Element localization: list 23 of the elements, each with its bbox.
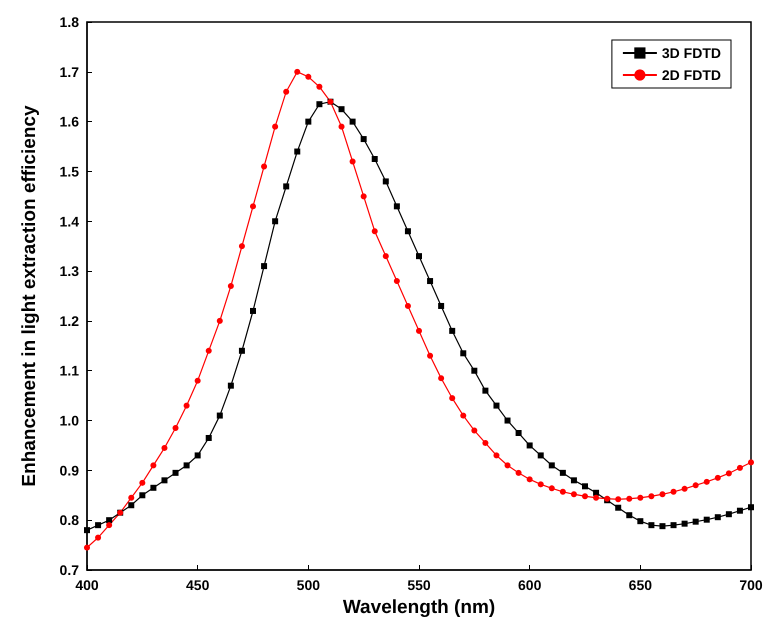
legend-label: 2D FDTD: [662, 67, 722, 83]
y-tick-label: 1.8: [60, 14, 80, 30]
y-tick-label: 0.9: [60, 462, 80, 478]
x-tick-label: 700: [739, 577, 763, 593]
y-tick-label: 1.1: [60, 362, 80, 379]
x-tick-label: 600: [518, 577, 542, 593]
y-tick-label: 1.0: [60, 412, 80, 429]
x-tick-label: 450: [186, 577, 210, 593]
x-tick-label: 400: [75, 577, 99, 593]
legend-label: 3D FDTD: [662, 45, 722, 61]
x-tick-label: 650: [628, 577, 652, 593]
y-axis-title: Enhancement in light extraction efficiency: [19, 105, 40, 487]
y-tick-label: 1.6: [60, 114, 80, 130]
x-tick-label: 500: [296, 577, 320, 593]
y-tick-label: 1.2: [60, 312, 80, 329]
y-tick-label: 1.7: [60, 64, 80, 80]
y-tick-label: 1.4: [60, 213, 80, 230]
x-tick-label: 550: [407, 577, 431, 593]
y-tick-label: 0.8: [60, 512, 80, 528]
y-tick-label: 1.5: [60, 163, 80, 180]
x-axis-title: Wavelength (nm): [342, 597, 496, 618]
y-tick-label: 1.3: [60, 263, 80, 280]
y-tick-label: 0.7: [60, 562, 80, 578]
